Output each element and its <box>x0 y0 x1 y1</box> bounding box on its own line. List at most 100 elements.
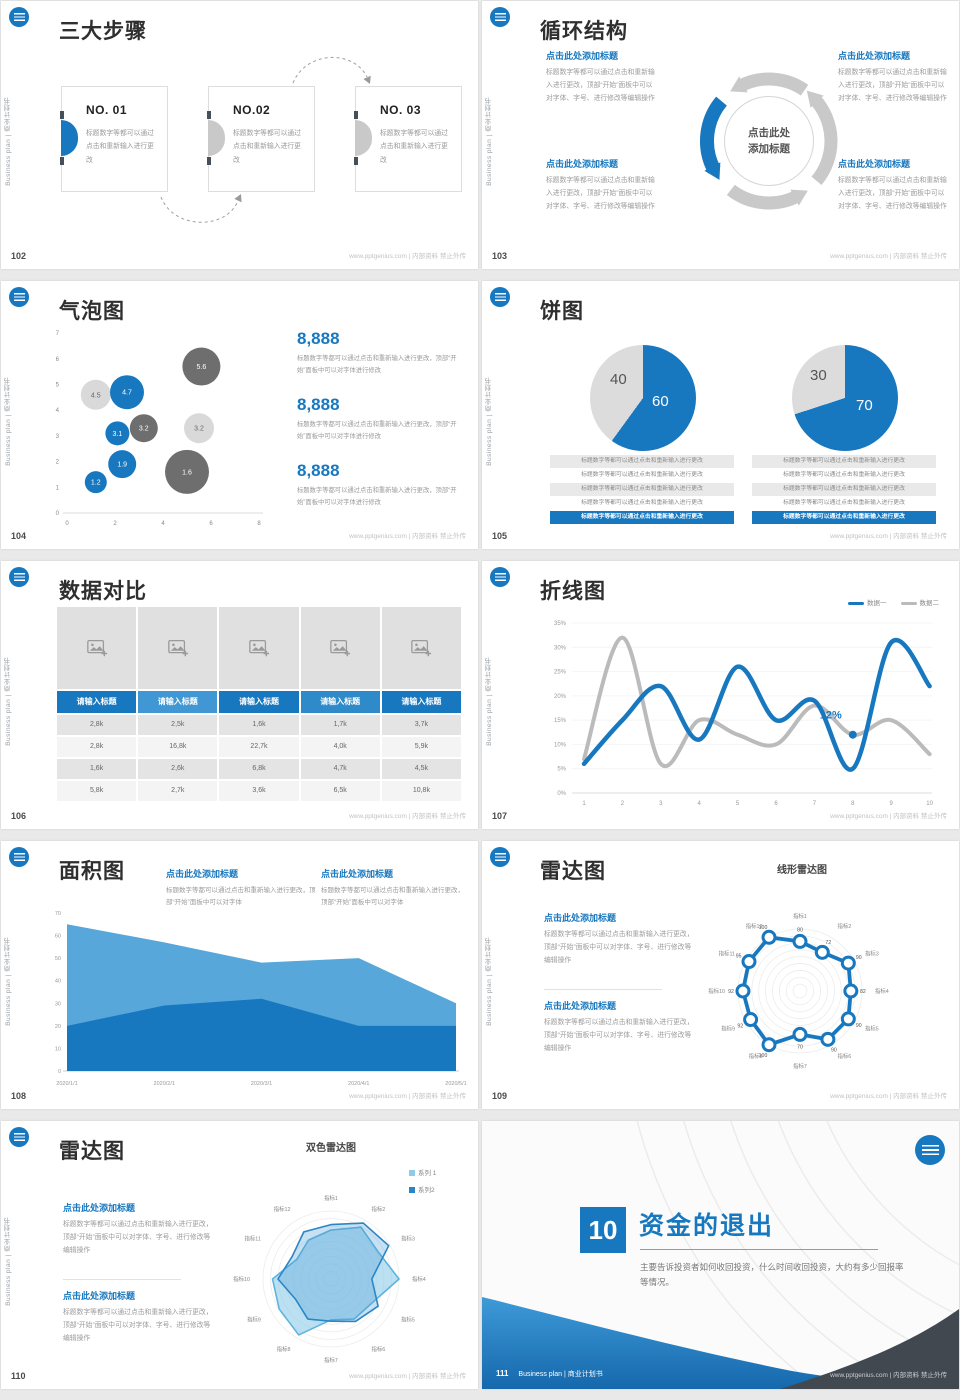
svg-text:70: 70 <box>797 1044 803 1050</box>
slide-106-data-table[interactable]: Business plan | 商业计划书 数据对比 请输入标题 请输入标题 请输入… <box>1 561 478 829</box>
footer-note: www.pptgenius.com | 内部资料 禁止外传 <box>349 813 466 820</box>
page-number: 111 <box>496 1369 509 1378</box>
table-cell: 5,9k <box>381 737 461 757</box>
image-placeholder-icon <box>86 640 107 657</box>
radar-chart: 指标1 指标2 指标3 指标4 指标5 指标6 指标7 指标8 指标9 指标10 指标11 指标12 8… <box>708 912 889 1070</box>
brand-logo-icon <box>915 1135 945 1165</box>
slide-title: 数据对比 <box>59 580 147 603</box>
block-body: 标题数字等都可以通过点击和重新输入进行更改，顶部“开始”面板中可以对字体、字号、… <box>544 1019 694 1052</box>
slide-107-line-chart[interactable]: Business plan | 商业计划书 折线图 数据一 数据二 0% 5% 10%… <box>482 561 959 829</box>
divider <box>63 1279 181 1280</box>
slide-104-bubble-chart[interactable]: Business plan | 商业计划书 气泡图 0 1 2 3 4 5 6 7 0 2 4 6 8 4… <box>1 281 478 549</box>
footer-note: www.pptgenius.com | 内部资料 禁止外传 <box>349 533 466 540</box>
footer-note: www.pptgenius.com | 内部资料 禁止外传 <box>830 253 947 260</box>
page-number: 108 <box>11 1091 27 1101</box>
step-semicircle-icon <box>355 120 372 156</box>
text-block: 点击此处添加标题 标题数字等都可以通过点击和重新输入进行更改，顶部“开始”面板中可… <box>546 49 658 106</box>
svg-text:4.7: 4.7 <box>122 390 132 397</box>
page-number: 106 <box>11 811 27 821</box>
svg-text:3: 3 <box>56 434 60 440</box>
block-body: 标题数字等都可以通过点击和重新输入进行更改，顶部“开始”面板中可以对字体、字号、… <box>544 931 694 964</box>
svg-text:指标7: 指标7 <box>793 1062 807 1070</box>
svg-text:40: 40 <box>55 979 61 985</box>
slide-111-section-divider[interactable]: 10 资金的退出 主要告诉投资者如何收回投资，什么时间收回投资，大约有多少回报率… <box>482 1121 959 1389</box>
bubble <box>110 375 144 410</box>
svg-text:4.5: 4.5 <box>91 392 101 399</box>
bubble-chart: 0 1 2 3 4 5 6 7 0 2 4 6 8 4.5 5.6 4.7 3.2 3.2 3.1 1.6 1.9 1.2 <box>56 331 263 527</box>
heading-body: 标题数字等都可以通过点击和重新输入进行更改，顶部“开始”面板中可以对字体 <box>166 887 316 906</box>
table-cell: 2,8k <box>57 715 137 735</box>
background-swoosh <box>482 1121 959 1389</box>
brand-logo-icon <box>9 7 29 27</box>
caption-row: 标题数字等都可以通过点击和重新输入进行更改 <box>550 483 734 496</box>
svg-text:1.9: 1.9 <box>117 462 127 469</box>
slide-108-area-chart[interactable]: Business plan | 商业计划书 面积图 点击此处添加标题 标题数字等… <box>1 841 478 1109</box>
slide-103-cycle[interactable]: Business plan | 商业计划书 循环结构 点击此处 添加标题 点击此… <box>482 1 959 269</box>
svg-text:2020/4/1: 2020/4/1 <box>348 1081 369 1087</box>
slide-109-radar-chart[interactable]: Business plan | 商业计划书 雷达图 线形雷达图 点击此处添加标题… <box>482 841 959 1109</box>
legend-item: 系列2 <box>409 1184 435 1194</box>
svg-text:0%: 0% <box>557 791 566 797</box>
slide-110-dual-radar-chart[interactable]: Business plan | 商业计划书 雷达图 双色雷达图 系列 1 系列2 … <box>1 1121 478 1389</box>
caption-row: 标题数字等都可以通过点击和重新输入进行更改 <box>752 511 936 524</box>
svg-text:2020/5/1: 2020/5/1 <box>445 1081 466 1087</box>
radar-marker <box>840 955 856 971</box>
slide-title: 折线图 <box>540 580 606 603</box>
svg-text:20%: 20% <box>554 694 567 700</box>
step-card: NO.02 标题数字等都可以通过点击和重新输入进行更改 <box>207 86 315 192</box>
bubble <box>165 449 209 494</box>
radar-marker <box>820 1031 836 1047</box>
svg-text:8: 8 <box>851 801 855 807</box>
series-line <box>581 637 932 772</box>
side-watermark: Business plan | 商业计划书 <box>5 97 12 186</box>
step-semicircle-icon <box>208 120 225 156</box>
block-body: 标题数字等都可以通过点击和重新输入进行更改，顶部“开始”面板中可以对字体、字号、… <box>838 69 947 102</box>
image-placeholder <box>138 607 218 689</box>
radar-series-area <box>277 1222 390 1323</box>
svg-text:20: 20 <box>55 1024 61 1030</box>
image-placeholder-icon <box>167 640 188 657</box>
pie-value-label: 40 <box>610 371 627 388</box>
image-placeholder <box>219 607 299 689</box>
footer-note: www.pptgenius.com | 内部资料 禁止外传 <box>349 1373 466 1380</box>
text-block: 点击此处添加标题 标题数字等都可以通过点击和重新输入进行更改，顶部“开始”面板中可… <box>544 911 696 968</box>
svg-text:3.2: 3.2 <box>194 426 204 433</box>
svg-text:0: 0 <box>56 511 60 517</box>
side-watermark: Business plan | 商业计划书 <box>5 377 12 466</box>
stat-value: 8,888 <box>297 461 340 480</box>
legend-swatch-icon <box>409 1170 415 1177</box>
text-block: 点击此处添加标题 标题数字等都可以通过点击和重新输入进行更改，顶部“开始”面板中可… <box>63 1201 215 1258</box>
series-line <box>582 635 932 769</box>
step-number: NO. 01 <box>86 103 128 117</box>
svg-text:2020/2/1: 2020/2/1 <box>154 1081 175 1087</box>
footer-note: www.pptgenius.com | 内部资料 禁止外传 <box>349 1093 466 1100</box>
footer-brand-text: Business plan | 商业计划书 <box>518 1371 603 1378</box>
step-number: NO.02 <box>233 103 271 117</box>
svg-text:指标12: 指标12 <box>274 1205 291 1213</box>
table-cell: 4,7k <box>300 759 380 779</box>
text-block: 点击此处添加标题 标题数字等都可以通过点击和重新输入进行更改，顶部“开始”面板中可… <box>838 49 950 106</box>
step-body: 标题数字等都可以通过点击和重新输入进行更改 <box>233 130 301 164</box>
legend-label: 数据二 <box>919 600 940 607</box>
caption-rows-right: 标题数字等都可以通过点击和重新输入进行更改 标题数字等都可以通过点击和重新输入进行… <box>752 455 936 525</box>
svg-text:指标8: 指标8 <box>277 1345 291 1353</box>
table-cell: 10,8k <box>381 781 461 801</box>
image-placeholder <box>300 607 380 689</box>
side-watermark: Business plan | 商业计划书 <box>5 1217 12 1306</box>
caption-rows-left: 标题数字等都可以通过点击和重新输入进行更改 标题数字等都可以通过点击和重新输入进行… <box>550 455 734 525</box>
text-block: 点击此处添加标题 标题数字等都可以通过点击和重新输入进行更改，顶部“开始”面板中可… <box>63 1289 215 1346</box>
block-heading: 点击此处添加标题 <box>546 51 619 61</box>
svg-text:指标6: 指标6 <box>838 1052 852 1060</box>
svg-text:90: 90 <box>856 1023 862 1029</box>
slide-102-three-steps[interactable]: Business plan | 商业计划书 三大步骤 NO. 01 标题数字等都可… <box>1 1 478 269</box>
svg-text:指标11: 指标11 <box>244 1235 260 1243</box>
divider <box>544 989 662 990</box>
svg-text:5: 5 <box>56 383 60 389</box>
stat-body: 标题数字等都可以通过点击和重新输入进行更改，顶部“开始”面板中可以对字体进行修改 <box>297 421 457 440</box>
step-body: 标题数字等都可以通过点击和重新输入进行更改 <box>380 130 448 164</box>
comparison-table: 请输入标题 请输入标题 请输入标题 请输入标题 请输入标题 2,8k 2,5k 1,6k 1,7… <box>57 607 461 801</box>
slide-105-pie-charts[interactable]: Business plan | 商业计划书 饼图 60 40 70 30 标题数字等… <box>482 281 959 549</box>
brand-logo-icon <box>9 847 29 867</box>
column-header: 请输入标题 <box>381 691 461 713</box>
svg-text:80: 80 <box>797 927 803 933</box>
